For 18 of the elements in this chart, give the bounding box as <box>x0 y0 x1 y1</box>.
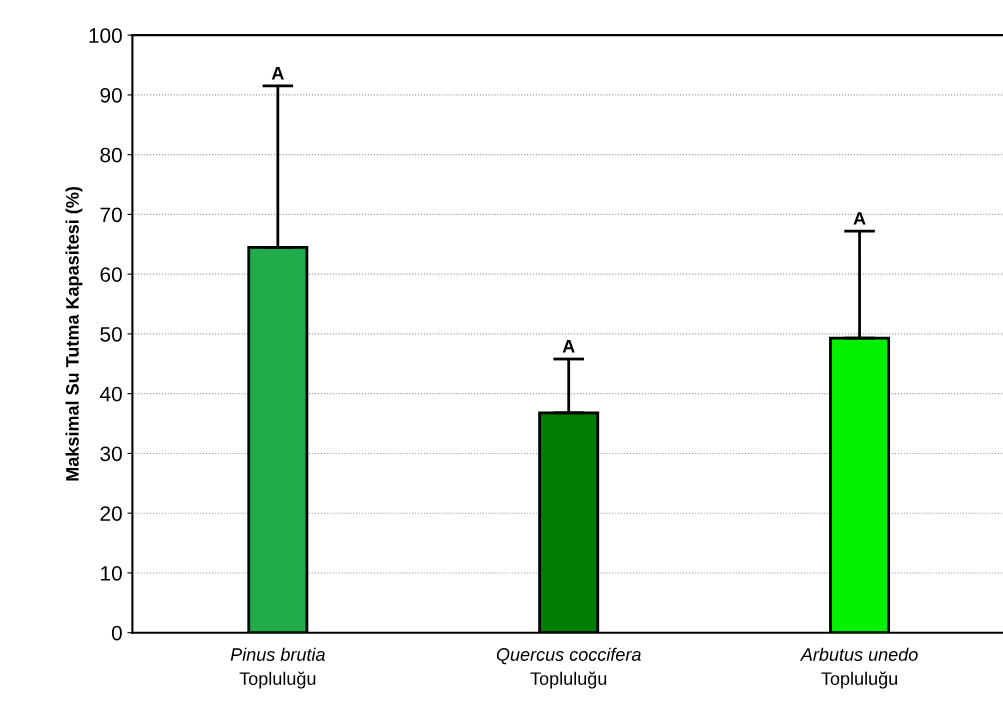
y-tick-label: 20 <box>100 506 122 521</box>
y-tick-label: 10 <box>101 565 122 581</box>
x-tick-label: Arbutus unedo Topluluğu <box>799 647 918 689</box>
y-tick-label: 70 <box>100 207 122 223</box>
y-tick-label: 80 <box>100 147 122 163</box>
y-tick-label: 50 <box>100 326 122 342</box>
y-axis-title: Maksimal Su Tutma Kapasitesi (%) <box>65 186 83 481</box>
x-tick-label: Quercus coccifera Topluluğu <box>496 647 641 689</box>
annotation: A <box>562 340 575 353</box>
y-tick-label: 60 <box>100 267 122 282</box>
y-tick-label: 40 <box>99 386 122 402</box>
y-tick-label: 30 <box>100 446 122 462</box>
y-tick-label: 90 <box>100 87 122 103</box>
y-tick-label: 0 <box>111 625 122 641</box>
annotation: A <box>271 67 284 80</box>
annotation: A <box>853 212 866 225</box>
x-tick-label: Pinus brutia Topluluğu <box>230 647 325 689</box>
y-tick-label: 100 <box>89 28 122 43</box>
